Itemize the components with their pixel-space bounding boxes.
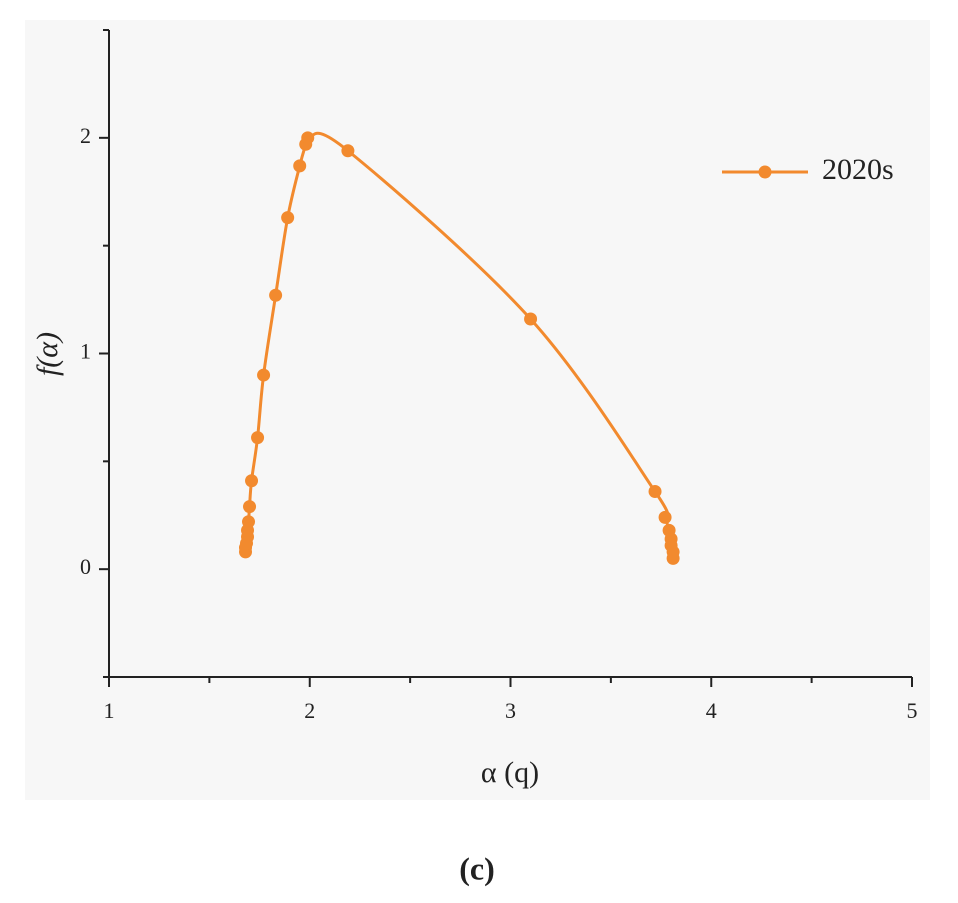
y-tick-label: 2 [80,123,91,148]
data-point [524,312,538,326]
data-point [245,474,259,488]
data-point [666,551,680,565]
y-tick-label: 0 [80,554,91,579]
x-axis-label: α (q) [481,756,539,789]
data-point [301,131,315,145]
data-point [242,515,256,529]
data-point [251,431,265,445]
x-tick-label: 5 [907,698,918,723]
data-point [648,485,662,499]
legend-marker [758,165,772,179]
data-point [341,144,355,158]
x-tick-label: 2 [304,698,315,723]
y-axis-label: f(α) [31,332,64,376]
legend-text: 2020s [822,153,894,186]
y-tick-label: 1 [80,339,91,364]
data-point [257,368,271,382]
data-point [269,288,283,302]
x-tick-label: 1 [104,698,115,723]
data-point [658,510,672,524]
caption: (c) [459,850,495,886]
data-point [281,211,295,225]
plot-background [25,20,930,800]
data-point [293,159,307,173]
x-tick-label: 3 [505,698,516,723]
x-tick-label: 4 [706,698,717,723]
data-point [243,500,257,514]
